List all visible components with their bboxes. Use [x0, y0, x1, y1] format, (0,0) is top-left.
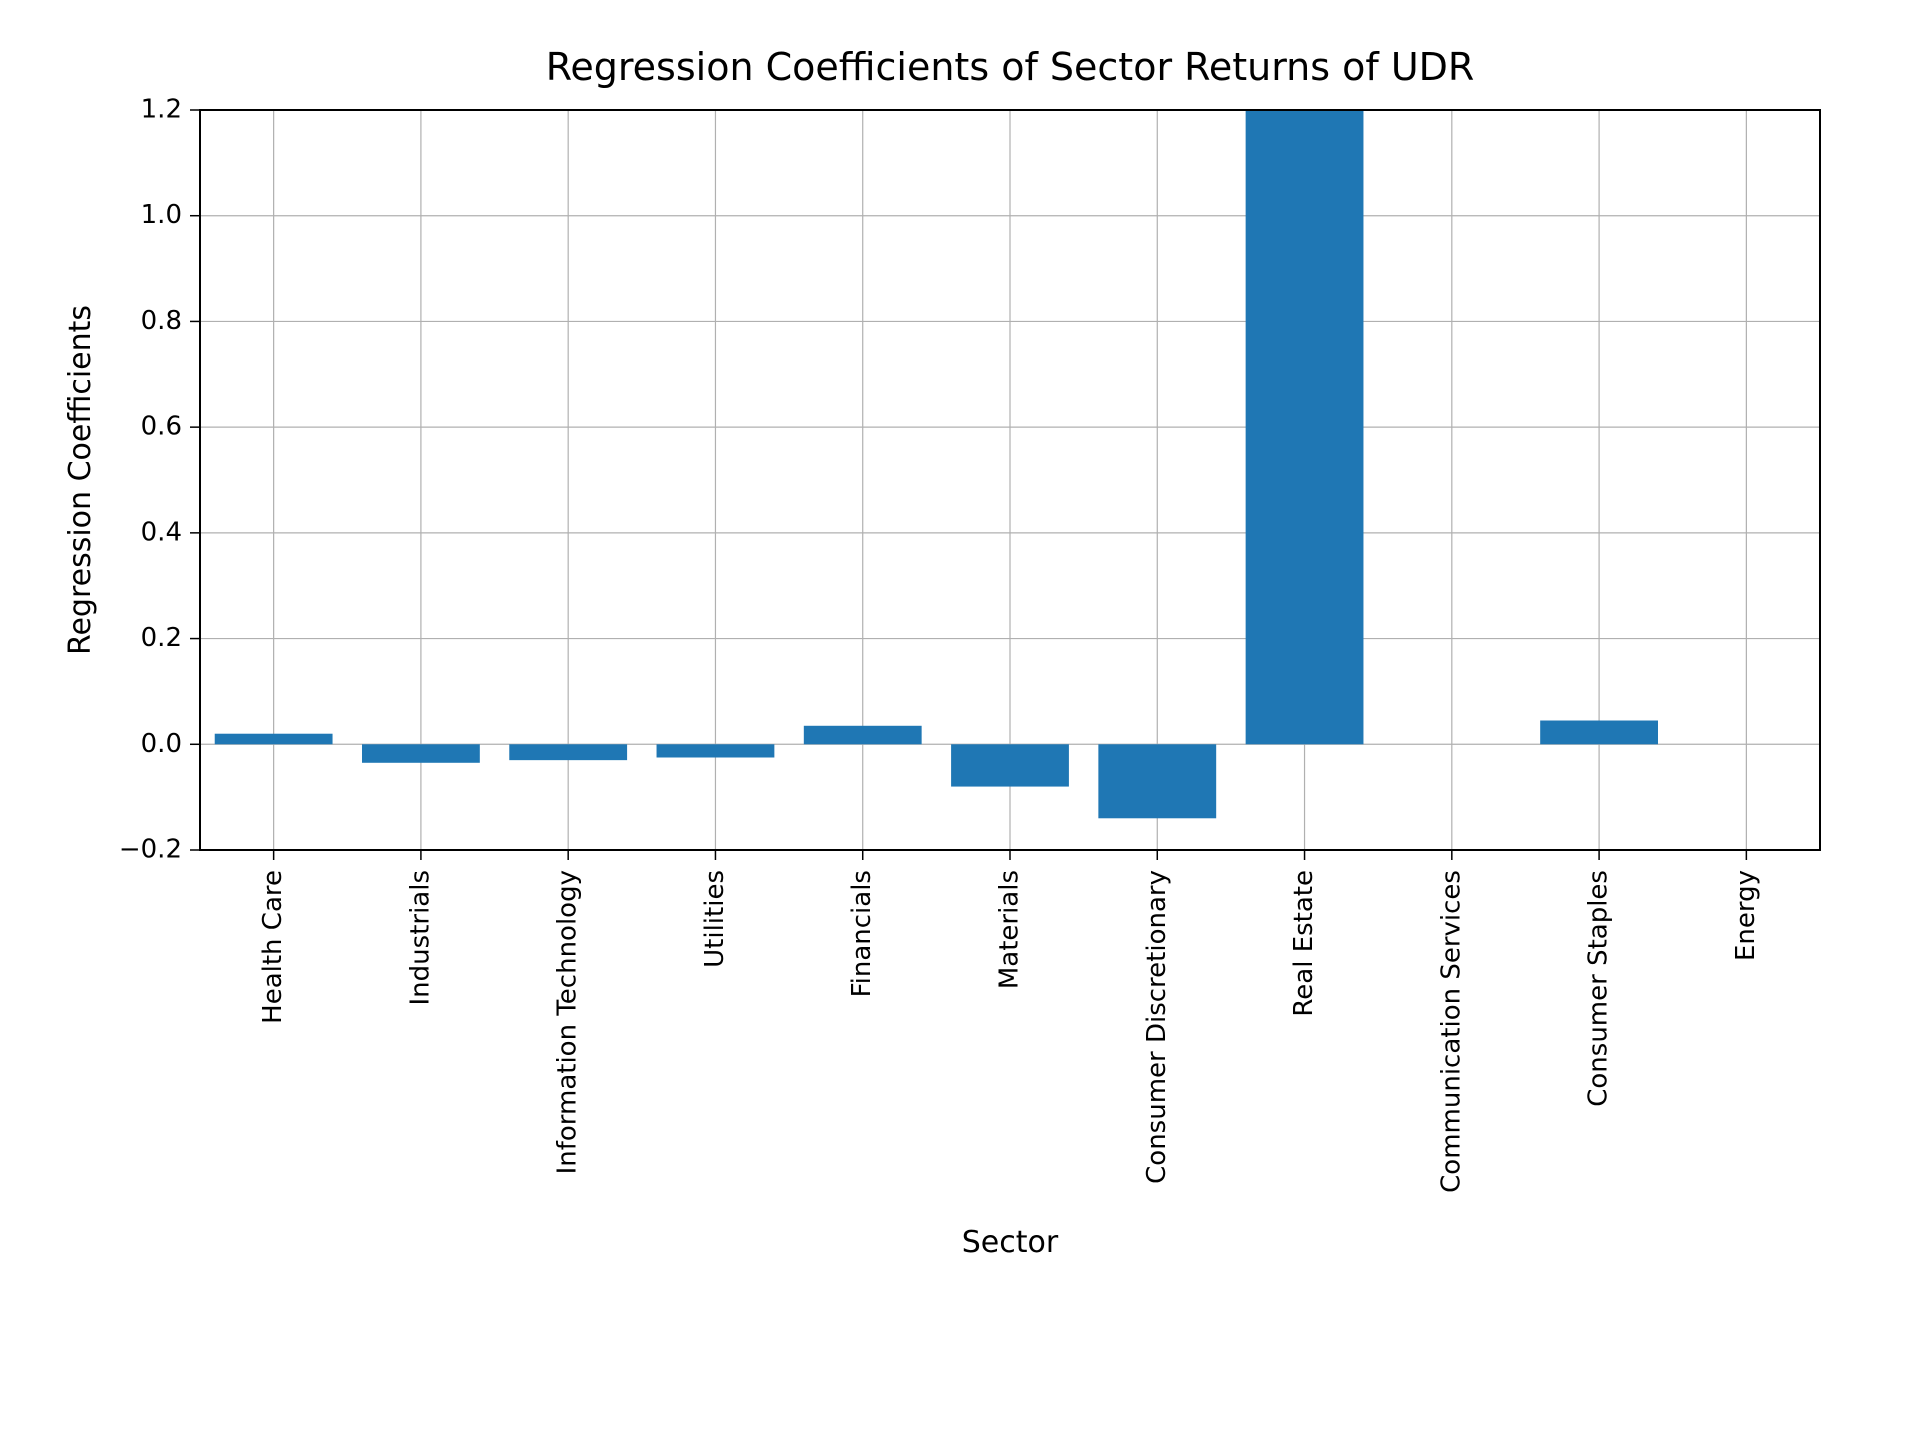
- y-tick-label: 0.8: [141, 306, 182, 336]
- y-tick-label: 0.6: [141, 412, 182, 442]
- y-tick-label: −0.2: [119, 835, 182, 865]
- bar: [362, 744, 480, 763]
- bar: [1540, 721, 1658, 745]
- y-axis-label: Regression Coefficients: [63, 305, 98, 655]
- bar: [657, 744, 775, 757]
- chart-title: Regression Coefficients of Sector Return…: [546, 45, 1475, 89]
- bar: [1098, 744, 1216, 818]
- bar: [1246, 110, 1364, 744]
- x-tick-label: Utilities: [700, 870, 730, 968]
- x-tick-label: Materials: [995, 870, 1025, 989]
- x-tick-label: Consumer Discretionary: [1142, 870, 1172, 1184]
- y-tick-label: 1.2: [141, 95, 182, 125]
- chart-container: −0.2 0.0 0.2 0.4 0.6 0.8 1.0 1.2 Health Care Indu…: [0, 0, 1920, 1440]
- x-axis-label: Sector: [962, 1225, 1059, 1260]
- y-tick-label: 0.2: [141, 623, 182, 653]
- x-tick-label: Information Technology: [553, 870, 583, 1174]
- x-tick-label: Financials: [847, 870, 877, 997]
- bar: [215, 734, 333, 745]
- bar: [509, 744, 627, 760]
- bar: [804, 726, 922, 745]
- x-tick-label: Energy: [1731, 870, 1761, 961]
- x-tick-label: Consumer Staples: [1584, 870, 1614, 1107]
- x-tick-label: Industrials: [405, 870, 435, 1005]
- bar: [951, 744, 1069, 786]
- y-tick-label: 1.0: [141, 200, 182, 230]
- bar-chart: −0.2 0.0 0.2 0.4 0.6 0.8 1.0 1.2 Health Care Indu…: [0, 0, 1920, 1440]
- y-tick-label: 0.4: [141, 517, 182, 547]
- x-tick-label: Health Care: [258, 870, 288, 1024]
- x-tick-label: Communication Services: [1436, 870, 1466, 1193]
- y-tick-label: 0.0: [141, 729, 182, 759]
- x-tick-label: Real Estate: [1289, 870, 1319, 1017]
